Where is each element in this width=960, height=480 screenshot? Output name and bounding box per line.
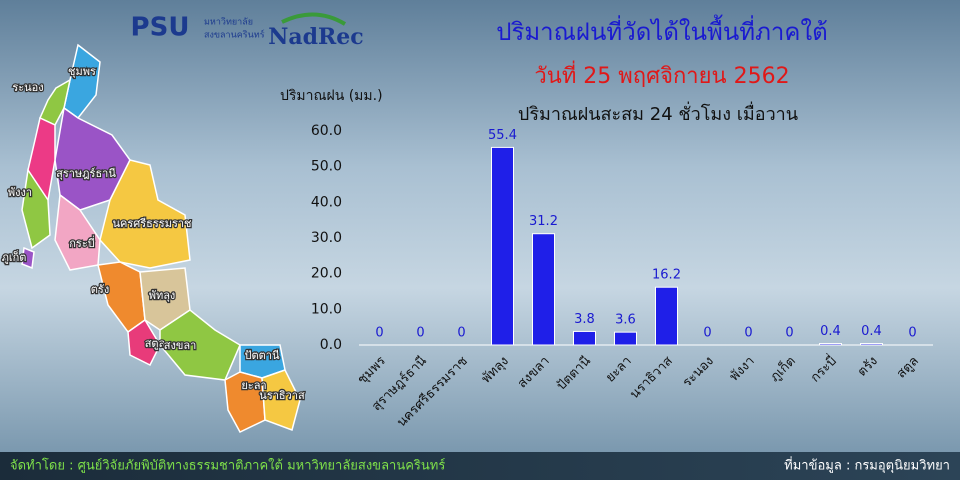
logo-psu-line1: มหาวิทยาลัย	[204, 17, 253, 28]
y-axis-label: ปริมาณฝน (มม.)	[280, 88, 383, 104]
value-label: 3.8	[574, 312, 595, 327]
value-label: 0	[785, 326, 793, 341]
y-tick-label: 40.0	[311, 194, 342, 210]
value-label: 16.2	[652, 268, 681, 283]
value-label: 0	[908, 326, 916, 341]
map-label: กระบี่	[69, 235, 94, 250]
y-tick-label: 20.0	[311, 266, 342, 282]
bar	[819, 343, 842, 346]
map-label: ปัตตานี	[245, 349, 280, 362]
map-label: ระนอง	[12, 81, 43, 94]
map-label: ตรัง	[91, 283, 109, 296]
map	[21, 43, 301, 433]
y-tick-label: 30.0	[311, 230, 342, 246]
logo-arc	[281, 12, 347, 26]
bar	[573, 330, 596, 346]
value-label: 55.4	[488, 128, 517, 143]
y-tick-label: 60.0	[311, 123, 342, 139]
bar	[655, 286, 678, 346]
value-label: 0	[457, 326, 465, 341]
map-label: สงขลา	[164, 339, 197, 352]
chart-caption: ปริมาณฝนสะสม 24 ชั่วโมง เมื่อวาน	[518, 101, 798, 125]
bar	[860, 343, 883, 346]
y-tick-label: 0.0	[320, 337, 342, 353]
value-label: 0.4	[861, 324, 882, 339]
y-tick-label: 50.0	[311, 159, 342, 175]
value-label: 0	[416, 326, 424, 341]
chart-title: ปริมาณฝนที่วัดได้ในพื้นที่ภาคใต้	[496, 14, 828, 46]
value-label: 31.2	[529, 214, 558, 229]
value-label: 0	[375, 326, 383, 341]
map-label: ภูเก็ต	[2, 250, 27, 264]
logo-psu: PSU	[131, 13, 190, 43]
y-tick-label: 10.0	[311, 301, 342, 317]
map-label: ยะลา	[241, 379, 266, 392]
map-label: นราธิวาส	[259, 389, 305, 402]
map-label: พัทลุง	[149, 289, 176, 302]
bar	[532, 233, 555, 346]
map-label: สตูล	[145, 337, 166, 350]
value-label: 0	[703, 326, 711, 341]
chart-subtitle: วันที่ 25 พฤศจิกายน 2562	[534, 60, 789, 89]
footer-bar	[0, 452, 960, 480]
map-label: พังงา	[8, 186, 32, 199]
footer-source: ที่มาข้อมูล : กรมอุตุนิยมวิทยา	[784, 457, 950, 474]
bar	[491, 146, 514, 346]
map-label: สุราษฎร์ธานี	[56, 167, 116, 180]
value-label: 0.4	[820, 324, 841, 339]
bar	[614, 331, 637, 346]
value-label: 3.6	[615, 313, 636, 328]
header: PSU มหาวิทยาลัย สงขลานครินทร์ NadRec	[131, 12, 364, 50]
footer-credit: จัดทำโดย : ศูนย์วิจัยภัยพิบัติทางธรรมชาต…	[10, 458, 445, 474]
logo-psu-line2: สงขลานครินทร์	[204, 29, 265, 41]
map-label: นครศรีธรรมราช	[112, 217, 191, 230]
logo-nadrec: NadRec	[268, 24, 363, 50]
map-label: ชุมพร	[68, 65, 96, 78]
value-label: 0	[744, 326, 752, 341]
